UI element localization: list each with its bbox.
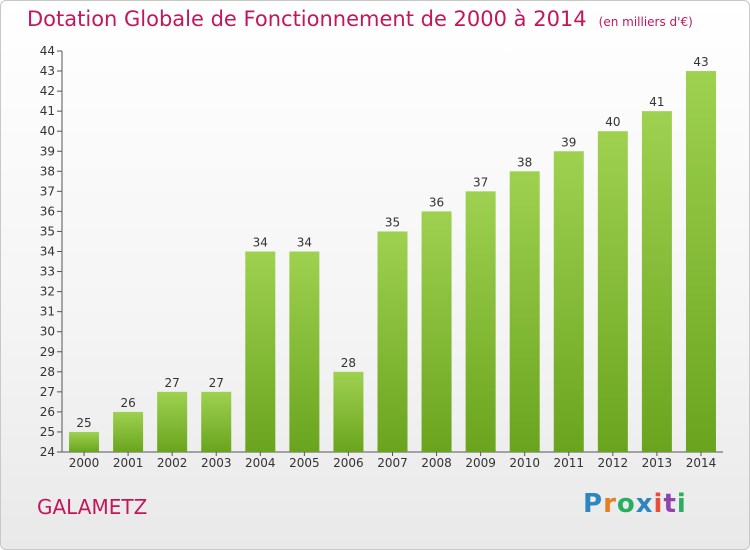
y-tick-label: 24 bbox=[40, 445, 55, 459]
bar-2001 bbox=[113, 411, 144, 452]
x-tick-label-2012: 2012 bbox=[598, 456, 629, 470]
bar-2014 bbox=[685, 71, 716, 453]
proxiti-logo: Proxiti bbox=[583, 489, 687, 519]
value-label-2002: 27 bbox=[165, 376, 180, 390]
value-label-2013: 41 bbox=[649, 95, 664, 109]
value-label-2014: 43 bbox=[693, 55, 708, 69]
x-tick-label-2004: 2004 bbox=[245, 456, 276, 470]
y-tick-label: 25 bbox=[40, 425, 55, 439]
value-label-2008: 36 bbox=[429, 195, 444, 209]
y-tick-label: 34 bbox=[40, 245, 55, 259]
x-tick-label-2000: 2000 bbox=[69, 456, 100, 470]
y-tick-label: 36 bbox=[40, 204, 55, 218]
y-tick-label: 44 bbox=[40, 44, 55, 58]
y-tick-label: 39 bbox=[40, 144, 55, 158]
commune-name: GALAMETZ bbox=[37, 495, 148, 519]
bar-2002 bbox=[157, 391, 188, 452]
value-label-2010: 38 bbox=[517, 155, 532, 169]
bar-2000 bbox=[69, 431, 100, 452]
value-label-2009: 37 bbox=[473, 175, 488, 189]
bar-2012 bbox=[597, 131, 628, 452]
x-tick-label-2003: 2003 bbox=[201, 456, 232, 470]
logo-letter: r bbox=[603, 489, 617, 519]
x-tick-label-2008: 2008 bbox=[421, 456, 452, 470]
x-tick-label-2001: 2001 bbox=[113, 456, 144, 470]
x-tick-label-2013: 2013 bbox=[642, 456, 673, 470]
bar-2009 bbox=[465, 191, 496, 452]
value-label-2000: 25 bbox=[76, 416, 91, 430]
x-tick-label-2009: 2009 bbox=[465, 456, 496, 470]
y-tick-label: 30 bbox=[40, 325, 55, 339]
logo-letter: o bbox=[616, 489, 636, 519]
chart-title: Dotation Globale de Fonctionnement de 20… bbox=[27, 7, 693, 31]
x-tick-label-2007: 2007 bbox=[377, 456, 408, 470]
y-tick-label: 42 bbox=[40, 84, 55, 98]
y-tick-label: 26 bbox=[40, 405, 55, 419]
logo-letter: i bbox=[676, 489, 687, 519]
bar-2003 bbox=[201, 391, 232, 452]
bar-2004 bbox=[245, 251, 276, 452]
y-tick-label: 38 bbox=[40, 164, 55, 178]
logo-letter: i bbox=[653, 489, 664, 519]
value-label-2004: 34 bbox=[253, 236, 268, 250]
value-label-2001: 26 bbox=[120, 396, 135, 410]
bar-2005 bbox=[289, 251, 320, 452]
logo-letter: t bbox=[663, 489, 677, 519]
y-tick-label: 31 bbox=[40, 305, 55, 319]
y-tick-label: 41 bbox=[40, 104, 55, 118]
y-tick-label: 32 bbox=[40, 285, 55, 299]
value-label-2006: 28 bbox=[341, 356, 356, 370]
value-label-2003: 27 bbox=[209, 376, 224, 390]
title-text: Dotation Globale de Fonctionnement de 20… bbox=[27, 7, 587, 31]
x-tick-label-2010: 2010 bbox=[509, 456, 540, 470]
bars bbox=[69, 71, 716, 453]
x-tick-label-2002: 2002 bbox=[157, 456, 188, 470]
y-tick-label: 33 bbox=[40, 265, 55, 279]
y-tick-label: 37 bbox=[40, 184, 55, 198]
x-tick-label-2011: 2011 bbox=[553, 456, 584, 470]
y-tick-label: 29 bbox=[40, 345, 55, 359]
value-label-2012: 40 bbox=[605, 115, 620, 129]
y-tick-label: 35 bbox=[40, 224, 55, 238]
bar-2011 bbox=[553, 151, 584, 452]
y-tick-label: 27 bbox=[40, 385, 55, 399]
value-label-2011: 39 bbox=[561, 135, 576, 149]
axes: 24 25 26 27 28 29 30 31 32 33 34 35 36 37 38 39 40 41 42 43… bbox=[40, 44, 723, 470]
y-tick-label: 40 bbox=[40, 124, 55, 138]
title-unit: (en milliers d'€) bbox=[598, 15, 693, 29]
y-tick-label: 43 bbox=[40, 64, 55, 78]
value-label-2005: 34 bbox=[297, 236, 312, 250]
value-label-2007: 35 bbox=[385, 215, 400, 229]
x-tick-label-2014: 2014 bbox=[686, 456, 717, 470]
logo-letter: P bbox=[583, 489, 604, 519]
value-labels: 25 26 27 27 34 34 28 35 36 37 38 39 40 41 43 bbox=[76, 55, 708, 430]
bar-2013 bbox=[641, 111, 672, 453]
bar-2006 bbox=[333, 371, 364, 452]
y-tick-label: 28 bbox=[40, 365, 55, 379]
logo-letter: x bbox=[635, 489, 654, 519]
bar-2010 bbox=[509, 171, 540, 453]
bar-2008 bbox=[421, 211, 452, 452]
x-tick-label-2005: 2005 bbox=[289, 456, 320, 470]
bar-2007 bbox=[377, 231, 408, 452]
x-tick-label-2006: 2006 bbox=[333, 456, 364, 470]
